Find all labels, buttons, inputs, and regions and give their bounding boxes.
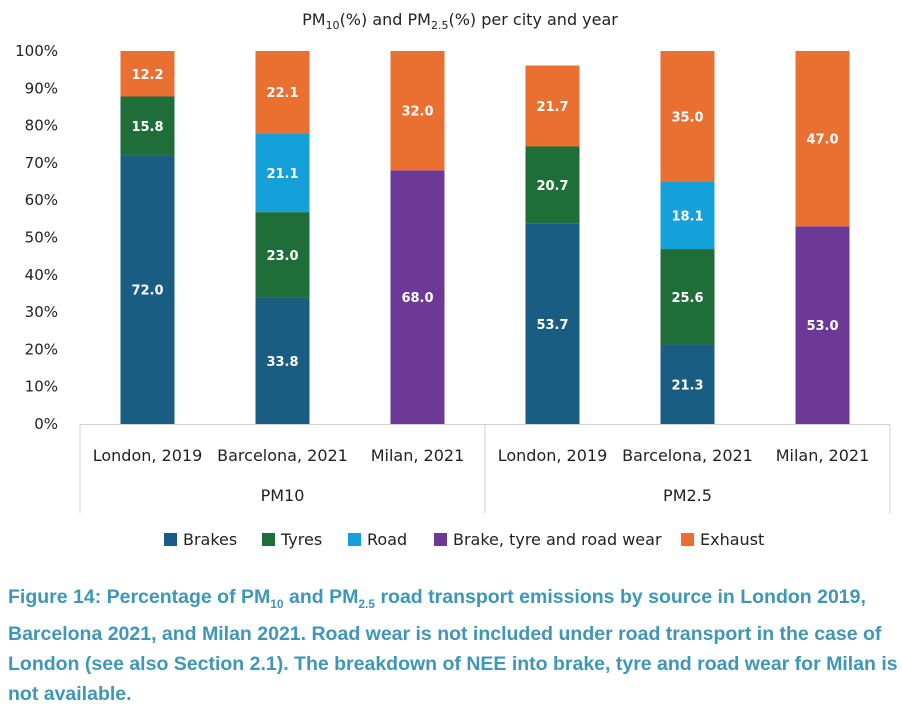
bar-segment xyxy=(255,297,310,424)
bar-segment xyxy=(255,212,310,298)
data-label: 47.0 xyxy=(806,133,838,148)
data-label: 21.1 xyxy=(266,167,298,182)
bar-segment xyxy=(525,223,580,424)
y-tick-label: 20% xyxy=(25,340,58,358)
bar-segment xyxy=(795,51,850,227)
data-label: 53.0 xyxy=(806,319,838,334)
bar-segment xyxy=(120,155,175,424)
x-tick-label: London, 2019 xyxy=(93,446,203,465)
x-axis: London, 2019 Barcelona, 2021 Milan, 2021 Lo… xyxy=(79,424,891,513)
legend-swatch xyxy=(262,533,275,546)
data-label: 20.7 xyxy=(536,179,568,194)
bar-segment xyxy=(660,344,715,424)
bar-segment xyxy=(120,51,175,97)
y-tick-label: 10% xyxy=(25,378,58,396)
bar-segment xyxy=(390,51,445,171)
y-tick-label: 100% xyxy=(15,42,58,60)
y-tick-label: 80% xyxy=(25,117,58,135)
y-tick-label: 0% xyxy=(34,415,58,433)
legend-label: Brakes xyxy=(183,530,237,549)
x-tick-label: Milan, 2021 xyxy=(371,446,465,465)
chart-title: PM10(%) and PM2.5(%) per city and year xyxy=(302,10,618,32)
legend-label: Exhaust xyxy=(700,530,764,549)
legend-label: Road xyxy=(367,530,407,549)
data-label: 32.0 xyxy=(401,105,433,120)
bar-segment xyxy=(525,65,580,147)
bar-segment xyxy=(255,51,310,134)
data-label: 15.8 xyxy=(131,120,163,135)
y-tick-label: 40% xyxy=(25,266,58,284)
data-label: 72.0 xyxy=(131,284,163,299)
data-label: 25.6 xyxy=(671,291,703,306)
data-label: 21.7 xyxy=(536,100,568,115)
x-tick-label: Barcelona, 2021 xyxy=(217,446,348,465)
data-label: 53.7 xyxy=(536,318,568,333)
data-label: 12.2 xyxy=(131,68,163,83)
y-tick-label: 30% xyxy=(25,303,58,321)
y-tick-label: 50% xyxy=(25,229,58,247)
chart: PM10(%) and PM2.5(%) per city and year 0… xyxy=(15,10,891,549)
x-tick-label: Barcelona, 2021 xyxy=(622,446,753,465)
data-label: 21.3 xyxy=(671,378,703,393)
data-label: 18.1 xyxy=(671,209,703,224)
bar-segment xyxy=(660,181,715,250)
figure-caption: Figure 14: Percentage of PM10 and PM2.5 … xyxy=(8,586,898,705)
data-label: 22.1 xyxy=(266,86,298,101)
legend: Brakes Tyres Road Brake, tyre and road wear… xyxy=(164,530,764,549)
data-label: 35.0 xyxy=(671,110,703,125)
y-tick-label: 70% xyxy=(25,154,58,172)
legend-swatch xyxy=(434,533,447,546)
bars: 72.0 15.8 12.2 33.8 23.0 21.1 22.1 68.0 32.0 53.7… xyxy=(120,51,850,424)
bar-segment xyxy=(795,226,850,424)
group-label: PM10 xyxy=(261,486,305,505)
y-axis: 0% 10% 20% 30% 40% 50% 60% 70% 80% 90% 100% xyxy=(15,42,58,433)
legend-swatch xyxy=(164,533,177,546)
data-label: 23.0 xyxy=(266,249,298,264)
data-label: 33.8 xyxy=(266,355,298,370)
legend-swatch xyxy=(681,533,694,546)
data-label: 68.0 xyxy=(401,291,433,306)
legend-label: Tyres xyxy=(280,530,322,549)
x-tick-label: London, 2019 xyxy=(498,446,608,465)
legend-swatch xyxy=(348,533,361,546)
y-tick-label: 90% xyxy=(25,79,58,97)
bar-segment xyxy=(660,51,715,182)
x-tick-label: Milan, 2021 xyxy=(776,446,870,465)
bar-segment xyxy=(120,96,175,156)
bar-segment xyxy=(255,133,310,213)
legend-label: Brake, tyre and road wear xyxy=(453,530,662,549)
group-label: PM2.5 xyxy=(663,486,712,505)
y-tick-label: 60% xyxy=(25,191,58,209)
bar-segment xyxy=(390,170,445,424)
bar-segment xyxy=(525,146,580,224)
bar-segment xyxy=(660,249,715,345)
